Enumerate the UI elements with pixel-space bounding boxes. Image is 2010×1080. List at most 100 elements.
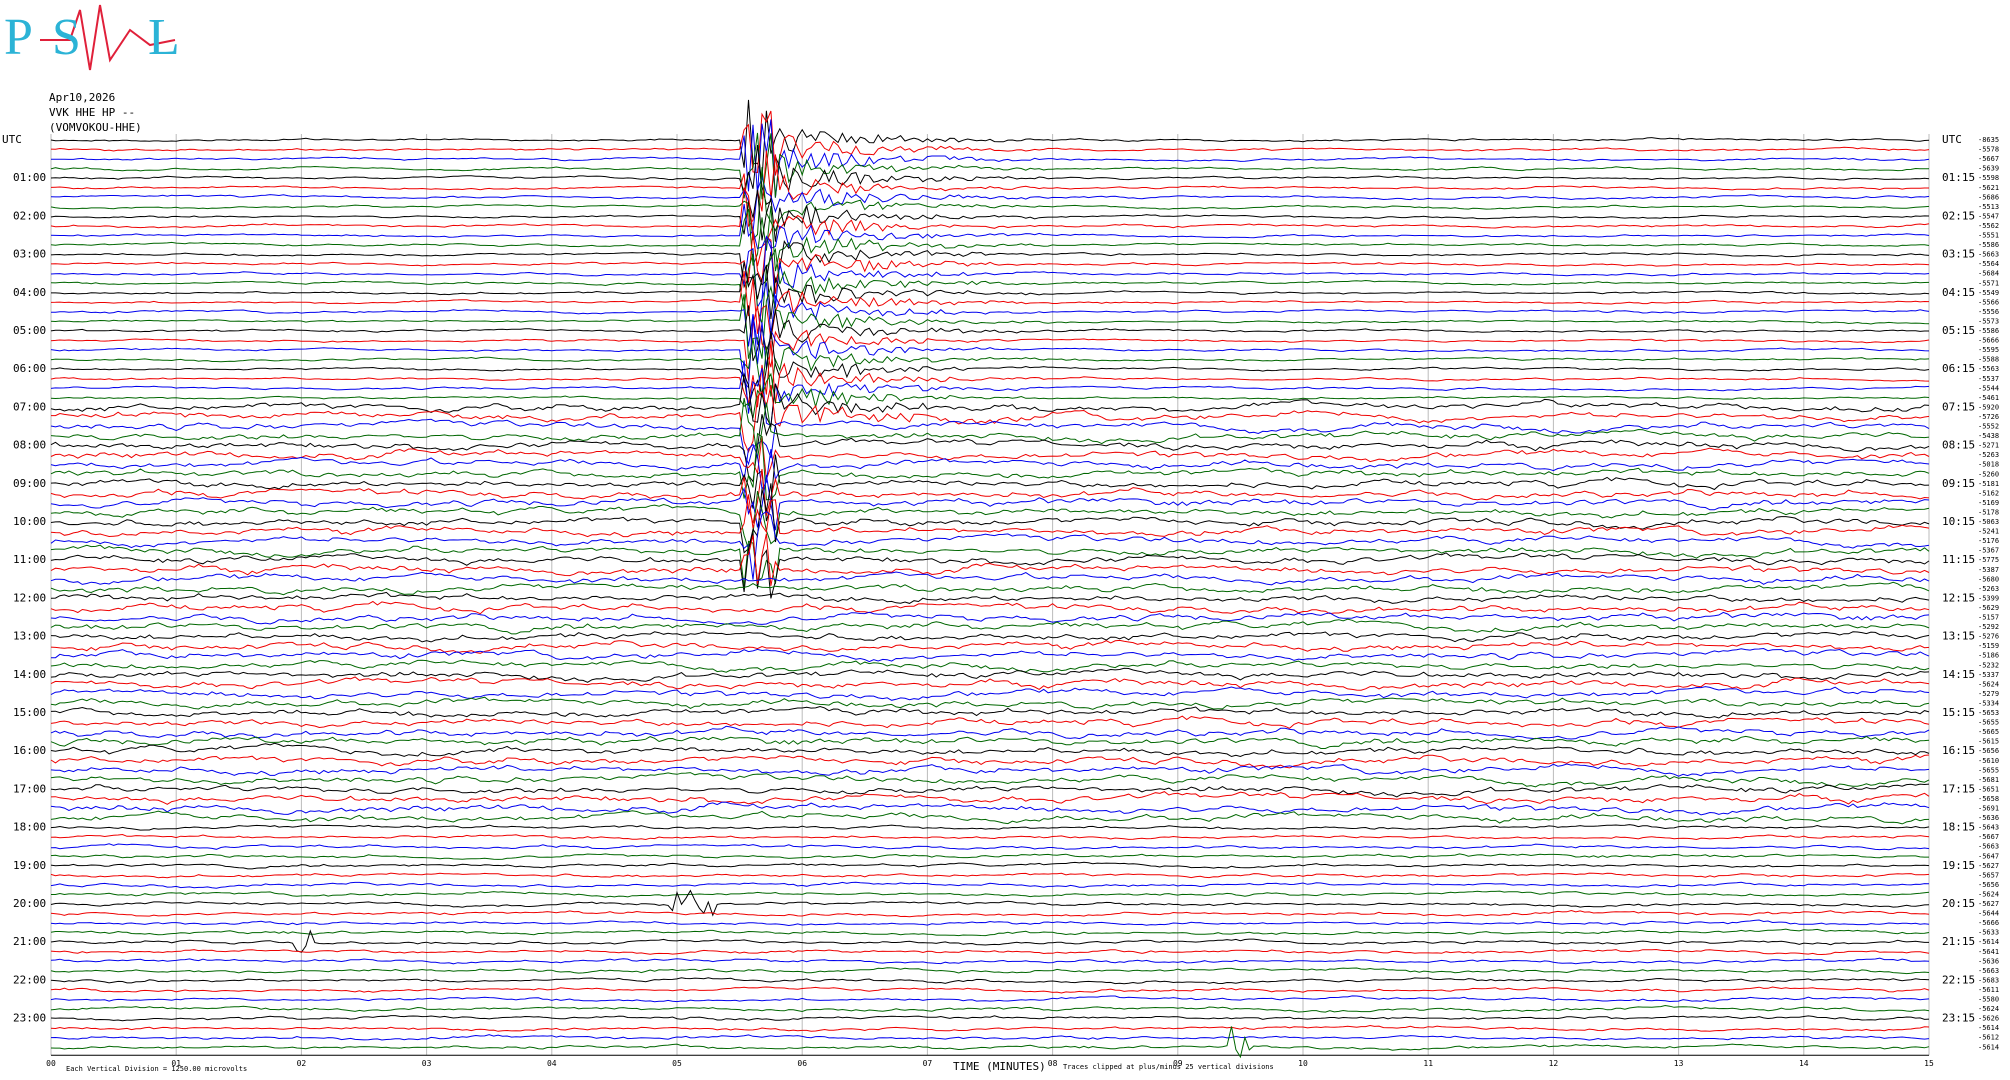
row-offset: -5549 xyxy=(1978,289,1999,297)
trace xyxy=(50,132,1929,200)
row-offset: -5629 xyxy=(1978,604,1999,612)
row-offset: -5571 xyxy=(1978,279,1999,287)
left-time-label: 01:00 xyxy=(13,171,46,184)
trace xyxy=(50,686,1930,701)
left-time-label: 09:00 xyxy=(13,477,46,490)
right-time-label: 16:15 xyxy=(1942,744,1975,757)
x-tick-label: 12 xyxy=(1549,1059,1559,1068)
left-time-label: 16:00 xyxy=(13,744,46,757)
row-offset: -5665 xyxy=(1978,728,1999,736)
trace xyxy=(50,571,1930,586)
row-offset: -5644 xyxy=(1978,910,1999,918)
row-offset: -5562 xyxy=(1978,222,1999,230)
trace xyxy=(50,705,1930,719)
right-time-label: 02:15 xyxy=(1942,209,1975,222)
trace xyxy=(50,909,1930,918)
row-offset: -5563 xyxy=(1978,365,1999,373)
trace xyxy=(50,494,1930,538)
trace xyxy=(50,861,1930,870)
trace xyxy=(50,696,1930,710)
row-offset: -5683 xyxy=(1978,976,1999,984)
row-offset: -5271 xyxy=(1978,442,1999,450)
trace xyxy=(51,890,1930,898)
row-offset: -5334 xyxy=(1978,699,1999,707)
trace xyxy=(50,919,1930,927)
right-time-label: 18:15 xyxy=(1942,821,1975,834)
row-offset: -5627 xyxy=(1978,862,1999,870)
row-offset: -5513 xyxy=(1978,203,1999,211)
trace xyxy=(50,881,1930,889)
row-offset: -5614 xyxy=(1978,1024,1999,1032)
trace xyxy=(50,204,1930,250)
trace xyxy=(50,510,1930,580)
row-offset: -5598 xyxy=(1978,174,1999,182)
logo: P S L xyxy=(4,4,180,71)
trace xyxy=(50,995,1930,1003)
left-time-label: 03:00 xyxy=(13,248,46,261)
row-offset: -5232 xyxy=(1978,661,1999,669)
trace xyxy=(50,735,1930,749)
trace xyxy=(50,872,1930,879)
row-offset: -5387 xyxy=(1978,566,1999,574)
trace xyxy=(50,659,1930,673)
trace xyxy=(50,285,1930,359)
logo-letter: L xyxy=(148,9,180,66)
x-tick-label: 08 xyxy=(1048,1059,1058,1068)
trace xyxy=(50,1034,1930,1041)
trace xyxy=(50,1004,1930,1013)
trace xyxy=(50,330,1930,406)
trace xyxy=(50,1024,1930,1032)
row-offset: -5566 xyxy=(1978,298,1999,306)
trace xyxy=(50,833,1930,841)
row-offset: -5656 xyxy=(1978,881,1999,889)
row-offset: -5547 xyxy=(1978,212,1999,220)
trace xyxy=(50,282,1930,347)
traces xyxy=(50,99,1930,1059)
row-offset: -5614 xyxy=(1978,1043,1999,1051)
trace xyxy=(50,247,1930,324)
trace xyxy=(50,977,1930,985)
right-time-label: 05:15 xyxy=(1942,324,1975,337)
right-time-label: 04:15 xyxy=(1942,286,1975,299)
trace xyxy=(50,483,1930,554)
row-offset: -5544 xyxy=(1978,384,1999,392)
row-offset: -5655 xyxy=(1978,766,1999,774)
trace xyxy=(50,725,1930,740)
trace xyxy=(50,205,1930,272)
trace xyxy=(50,240,1930,289)
row-offset: -5461 xyxy=(1978,394,1999,402)
row-offset: -5556 xyxy=(1978,308,1999,316)
logo-wave xyxy=(40,4,176,71)
row-offset: -5667 xyxy=(1978,155,1999,163)
row-offset: -5647 xyxy=(1978,852,1999,860)
row-offset: -5611 xyxy=(1978,986,1999,994)
left-time-label: 08:00 xyxy=(13,439,46,452)
x-tick-label: 13 xyxy=(1674,1059,1684,1068)
trace xyxy=(50,305,1930,381)
row-offset: -5552 xyxy=(1978,423,1999,431)
x-tick-label: 06 xyxy=(797,1059,807,1068)
row-offset: -5624 xyxy=(1978,680,1999,688)
trace xyxy=(50,783,1930,798)
logo-letter: S xyxy=(52,9,81,66)
row-offset: -5263 xyxy=(1978,451,1999,459)
row-offset: -5621 xyxy=(1978,184,1999,192)
row-offset: -5624 xyxy=(1978,890,1999,898)
row-offset: -5641 xyxy=(1978,948,1999,956)
trace xyxy=(50,929,1929,953)
left-time-label: 06:00 xyxy=(13,362,46,375)
right-time-label: 07:15 xyxy=(1942,400,1975,413)
x-axis-title: TIME (MINUTES) xyxy=(953,1060,1046,1073)
left-time-label: 20:00 xyxy=(13,897,46,910)
row-offset: -5586 xyxy=(1978,327,1999,335)
row-offset: -5666 xyxy=(1978,337,1999,345)
row-offset: -5639 xyxy=(1978,165,1999,173)
right-time-label: 22:15 xyxy=(1942,973,1975,986)
row-offset: -5657 xyxy=(1978,871,1999,879)
right-time-label: 01:15 xyxy=(1942,171,1975,184)
left-time-label: 13:00 xyxy=(13,630,46,643)
x-tick-label: 00 xyxy=(46,1059,56,1068)
labels: 00 01 02 03 04 05 06 07 08 09 10 11 12 13 14 15 UTC 01:00… xyxy=(2,133,1999,1068)
left-time-label: 02:00 xyxy=(13,209,46,222)
